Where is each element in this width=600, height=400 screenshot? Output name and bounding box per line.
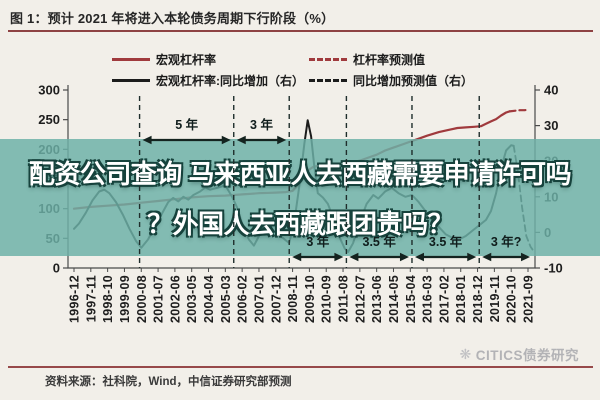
x-axis-tick-label: 2007-12 (269, 275, 283, 323)
x-axis-tick-label: 2008-11 (286, 275, 300, 322)
legend-label: 宏观杠杆率 (156, 52, 217, 67)
legend-label: 杠杆率预测值 (353, 52, 426, 67)
chart-legend: 宏观杠杆率 杠杆率预测值宏观杠杆率:同比增加（右） 同比增加预测值（右） (112, 51, 473, 88)
banner-text-line-1: 配资公司查询 马来西亚人去西藏需要申请许可吗 (28, 159, 572, 189)
overlay-ad-banner[interactable]: 配资公司查询 马来西亚人去西藏需要申请许可吗 ？外国人去西藏跟团贵吗？ (0, 139, 600, 256)
x-axis-tick-label: 2021-09 (522, 275, 536, 323)
x-axis-tick-label: 2014-05 (387, 275, 401, 323)
legend-solid-line-icon (112, 78, 150, 82)
watermark: ❋ CITICS债券研究 (460, 344, 580, 364)
x-axis-tick-label: 2001-07 (152, 275, 166, 323)
source-note: 资料来源：社科院，Wind，中信证券研究部预测 (45, 376, 292, 388)
legend-label: 同比增加预测值（右） (353, 73, 474, 88)
x-axis-tick-label: 2016-03 (421, 275, 435, 323)
x-axis-tick-label: 2020-10 (505, 275, 519, 323)
left-axis-tick-label: 300 (38, 83, 60, 98)
x-axis-tick-label: 1997-11 (84, 275, 98, 322)
x-axis-tick-label: 2010-09 (320, 275, 334, 323)
legend-item: 宏观杠杆率 (112, 51, 309, 67)
legend-item: 宏观杠杆率:同比增加（右） (112, 72, 309, 88)
x-axis-tick-label: 1999-09 (118, 275, 132, 323)
x-axis-tick-label: 2007-01 (252, 275, 266, 323)
legend-dashed-line-icon (309, 78, 347, 82)
x-axis-tick-label: 2004-04 (202, 275, 216, 323)
x-axis-tick-label: 2017-02 (437, 275, 451, 323)
x-axis-tick-label: 2002-06 (168, 275, 182, 323)
right-axis-tick-label: 40 (544, 83, 558, 98)
x-axis-tick-label: 2018-01 (454, 275, 468, 323)
series-line (508, 108, 530, 113)
citics-logo-icon: ❋ (459, 345, 472, 362)
legend-item: 杠杆率预测值 (309, 51, 473, 67)
x-axis-tick-label: 2019-11 (488, 275, 502, 322)
banner-text-line-2: ？外国人去西藏跟团贵吗？ (146, 209, 454, 239)
footer-divider (8, 366, 593, 368)
x-axis-tick-label: 2015-04 (404, 275, 418, 323)
x-axis-tick-label: 2000-08 (135, 275, 149, 323)
x-axis-tick-label: 2018-12 (471, 275, 485, 323)
x-axis-tick-label: 2005-03 (219, 275, 233, 323)
x-axis-tick-label: 2011-08 (337, 275, 351, 322)
left-axis-tick-label: 250 (38, 112, 60, 127)
x-axis-tick-label: 2012-07 (353, 275, 367, 323)
x-axis-tick-label: 2006-02 (236, 275, 250, 323)
left-axis-tick-label: 0 (53, 261, 60, 276)
legend-dashed-line-icon (309, 57, 347, 61)
figure-title: 图 1：预计 2021 年将进入本轮债务周期下行阶段（%） (10, 11, 335, 26)
right-axis-tick-label: 30 (544, 118, 558, 133)
legend-item: 同比增加预测值（右） (309, 72, 473, 88)
x-axis-tick-label: 2009-10 (303, 275, 317, 323)
x-axis-tick-label: 2013-06 (370, 275, 384, 323)
legend-label: 宏观杠杆率:同比增加（右） (156, 73, 304, 88)
right-axis-tick-label: -10 (544, 261, 563, 276)
x-axis-tick-label: 2003-05 (185, 275, 199, 323)
x-axis-tick-label: 1996-12 (68, 275, 82, 323)
legend-solid-line-icon (112, 57, 150, 61)
x-axis-tick-label: 1998-10 (101, 275, 115, 323)
title-divider (8, 30, 593, 32)
watermark-text: CITICS债券研究 (475, 348, 579, 363)
